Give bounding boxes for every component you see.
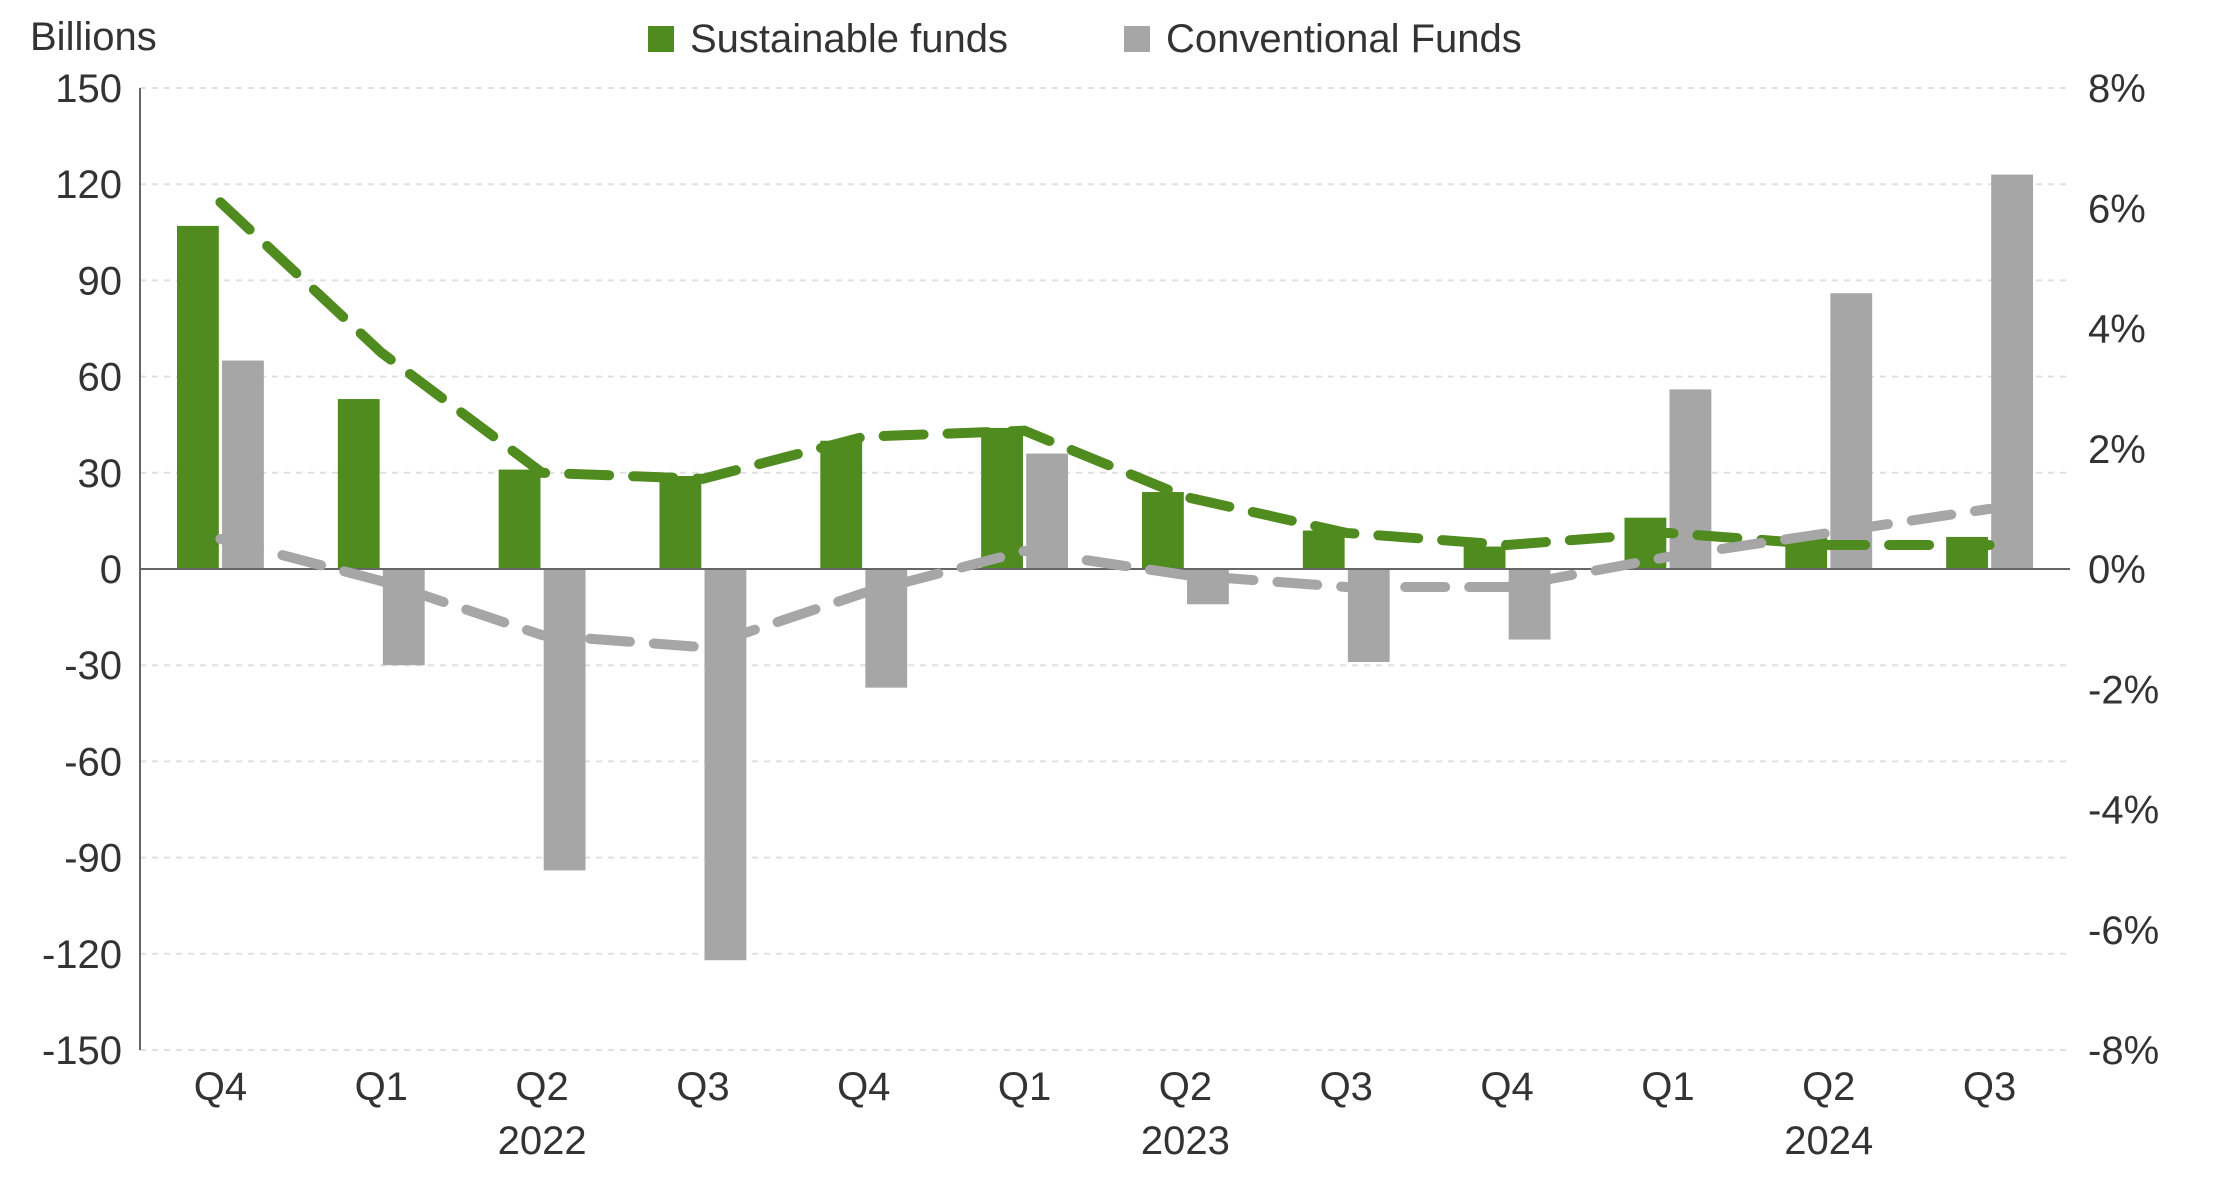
x-year-label: 2023 [1141, 1119, 1230, 1163]
x-tick: Q2 [515, 1065, 568, 1109]
y-left-tick: 90 [78, 259, 123, 303]
bar-conventional [705, 569, 747, 960]
bar-sustainable [338, 399, 380, 569]
bar-sustainable [981, 428, 1023, 569]
legend-swatch [1124, 26, 1150, 52]
y-right-tick: 6% [2088, 187, 2146, 231]
y-right-tick: 0% [2088, 548, 2146, 592]
bar-conventional [383, 569, 425, 665]
bar-sustainable [1303, 531, 1345, 569]
legend-label: Conventional Funds [1166, 17, 1522, 61]
y-left-tick: -120 [42, 933, 122, 977]
x-year-label: 2022 [498, 1119, 587, 1163]
bar-sustainable [659, 476, 701, 569]
y-left-tick: 0 [100, 548, 122, 592]
y-right-tick: -4% [2088, 789, 2159, 833]
y-left-tick: -150 [42, 1029, 122, 1073]
x-tick: Q4 [194, 1065, 247, 1109]
x-tick: Q2 [1159, 1065, 1212, 1109]
y-left-tick: -90 [64, 837, 122, 881]
x-tick: Q4 [837, 1065, 890, 1109]
bar-sustainable [499, 470, 541, 569]
y-left-tick: -60 [64, 740, 122, 784]
chart-container: -150 -120 -90 -60 -30 0 30 60 90 120 150 Billions -8… [0, 0, 2220, 1194]
y-left-tick: 120 [55, 163, 122, 207]
x-tick: Q3 [1320, 1065, 1373, 1109]
bar-conventional [544, 569, 586, 870]
bar-sustainable [1464, 547, 1506, 569]
bar-conventional [1670, 389, 1712, 569]
y-left-tick: 30 [78, 452, 123, 496]
x-tick: Q1 [355, 1065, 408, 1109]
y-left-tick: -30 [64, 644, 122, 688]
y-right-tick: -8% [2088, 1029, 2159, 1073]
y-left-tick: 150 [55, 67, 122, 111]
y-right-tick: -6% [2088, 909, 2159, 953]
y-left-tick: 60 [78, 356, 123, 400]
y-right-tick: -2% [2088, 668, 2159, 712]
x-year-label: 2024 [1784, 1119, 1873, 1163]
legend-swatch [648, 26, 674, 52]
x-tick: Q1 [998, 1065, 1051, 1109]
x-tick: Q3 [676, 1065, 729, 1109]
bar-sustainable [1142, 492, 1184, 569]
x-tick: Q4 [1480, 1065, 1533, 1109]
chart-bg [0, 0, 2220, 1194]
x-tick: Q2 [1802, 1065, 1855, 1109]
x-tick: Q1 [1641, 1065, 1694, 1109]
fund-flows-chart: -150 -120 -90 -60 -30 0 30 60 90 120 150 Billions -8… [0, 0, 2220, 1194]
y-right-tick: 4% [2088, 308, 2146, 352]
legend-label: Sustainable funds [690, 17, 1008, 61]
bar-conventional [1991, 175, 2033, 569]
y-right-tick: 8% [2088, 67, 2146, 111]
bar-sustainable [820, 441, 862, 569]
y-right-tick: 2% [2088, 428, 2146, 472]
x-tick: Q3 [1963, 1065, 2016, 1109]
bar-sustainable [177, 226, 219, 569]
y-left-title: Billions [30, 15, 157, 59]
